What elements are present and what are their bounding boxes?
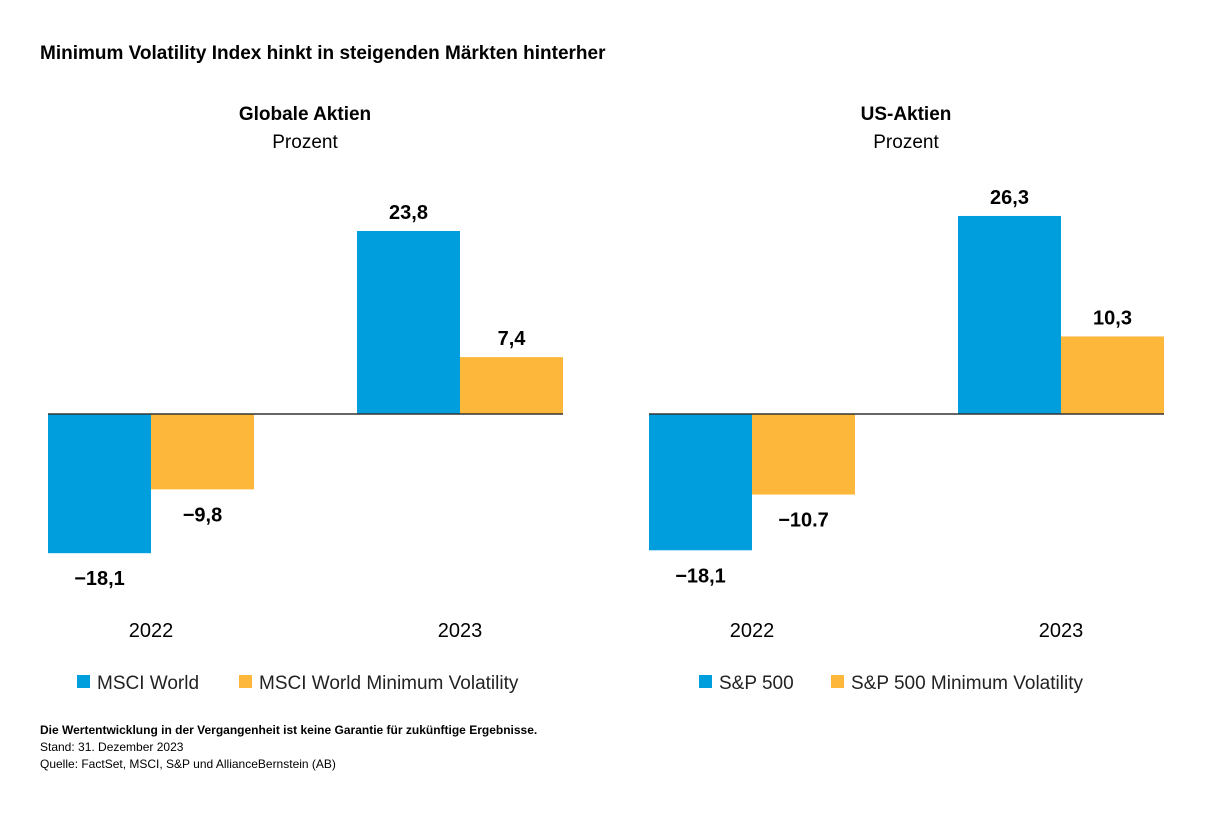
data-label: −18,1 <box>74 568 125 590</box>
data-label: −9,8 <box>183 504 222 526</box>
footer-source: Quelle: FactSet, MSCI, S&P und AllianceB… <box>40 757 336 771</box>
data-label: 26,3 <box>990 187 1029 209</box>
bar-s-p-500-minimum-volatility-2023 <box>1061 336 1164 414</box>
legend-label: S&P 500 <box>719 673 794 694</box>
x-tick-label: 2023 <box>1039 620 1084 642</box>
bar-msci-world-minimum-volatility-2023 <box>460 357 563 414</box>
legend-swatch <box>239 675 252 688</box>
footer-date: Stand: 31. Dezember 2023 <box>40 740 184 754</box>
chart-title: US-Aktien <box>861 104 952 125</box>
chart-subtitle: Prozent <box>873 132 939 153</box>
bar-s-p-500-2023 <box>958 215 1061 414</box>
footer-disclaimer: Die Wertentwicklung in der Vergangenheit… <box>40 723 538 737</box>
data-label: 7,4 <box>498 328 527 350</box>
chart-title: Globale Aktien <box>239 104 371 125</box>
legend-label: S&P 500 Minimum Volatility <box>851 673 1083 694</box>
bar-msci-world-2023 <box>357 230 460 414</box>
legend-swatch <box>831 675 844 688</box>
x-tick-label: 2022 <box>730 620 775 642</box>
data-label: 23,8 <box>389 202 428 224</box>
x-tick-label: 2023 <box>438 620 483 642</box>
figure-title: Minimum Volatility Index hinkt in steige… <box>40 43 606 64</box>
legend-swatch <box>699 675 712 688</box>
data-label: −18,1 <box>675 565 726 587</box>
x-tick-label: 2022 <box>129 620 174 642</box>
legend-label: MSCI World Minimum Volatility <box>259 673 519 694</box>
bar-msci-world-2022 <box>48 414 151 554</box>
bar-s-p-500-minimum-volatility-2022 <box>752 414 855 495</box>
data-label: 10,3 <box>1093 307 1132 329</box>
bar-msci-world-minimum-volatility-2022 <box>151 414 254 490</box>
chart-subtitle: Prozent <box>272 132 338 153</box>
legend-swatch <box>77 675 90 688</box>
legend-label: MSCI World <box>97 673 199 694</box>
data-label: −10.7 <box>778 510 829 532</box>
bar-s-p-500-2022 <box>649 414 752 551</box>
